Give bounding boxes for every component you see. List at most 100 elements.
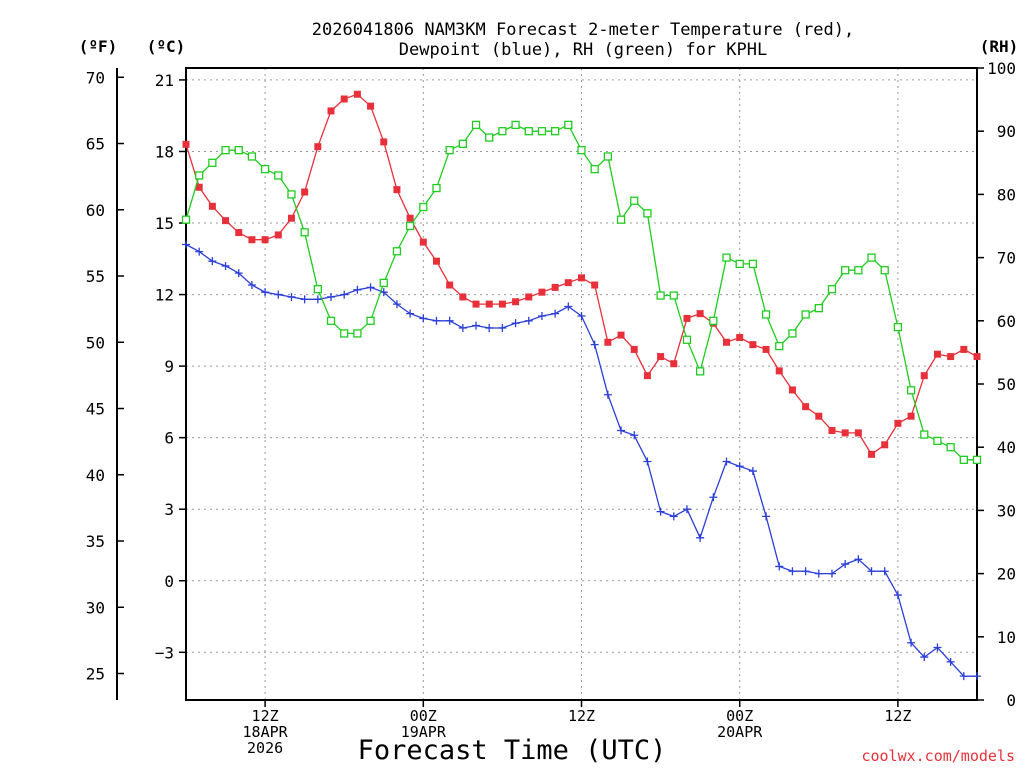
2-meter-temperature-point (670, 360, 678, 368)
dewpoint-point (524, 316, 533, 325)
dewpoint-point (287, 292, 296, 301)
rh-point (313, 285, 322, 294)
2-meter-temperature-point (380, 138, 388, 146)
rh-point (867, 253, 876, 262)
2-meter-temperature-point (947, 353, 955, 361)
rh-point (300, 228, 309, 237)
2-meter-temperature-point (683, 314, 691, 322)
rh-point (234, 146, 243, 155)
dewpoint-point (920, 653, 929, 662)
2-meter-temperature-point (630, 345, 638, 353)
rh-tick-label: 40 (997, 438, 1016, 457)
2-meter-temperature-point (762, 345, 770, 353)
axes-layer (116, 67, 984, 707)
2-meter-temperature-point (195, 183, 203, 191)
dewpoint-point (762, 512, 771, 521)
rh-point (340, 329, 349, 338)
2-meter-temperature-point (788, 386, 796, 394)
dewpoint-point (247, 281, 256, 290)
dewpoint-point (221, 261, 230, 270)
celsius-tick-label: 9 (164, 357, 174, 376)
2-meter-temperature-point (512, 298, 520, 306)
celsius-tick-label: 15 (155, 214, 174, 233)
x-tick-label: 19APR (401, 723, 447, 741)
fahrenheit-tick-label: 25 (86, 665, 105, 684)
dewpoint-point (893, 591, 902, 600)
2-meter-temperature-point (419, 238, 427, 246)
rh-line (185, 123, 977, 461)
x-tick-label: 18APR (243, 723, 289, 741)
2-meter-temperature-point (736, 333, 744, 341)
rh-point (524, 127, 533, 136)
fahrenheit-tick-label: 30 (86, 598, 105, 617)
x-tick-label: 00Z (726, 707, 753, 725)
dewpoint-point (234, 269, 243, 278)
2-meter-temperature-point (907, 412, 915, 420)
2-meter-temperature-point (222, 217, 230, 225)
dewpoint-point (709, 493, 718, 502)
dewpoint-point (300, 295, 309, 304)
rh-point (841, 266, 850, 275)
rh-point (274, 171, 283, 180)
rh-point (827, 285, 837, 294)
2-meter-temperature-point (841, 429, 849, 437)
rh-point (669, 291, 678, 300)
x-tick-label: 2026 (247, 739, 283, 757)
2-meter-temperature-point (498, 300, 506, 308)
2-meter-temperature-point (868, 450, 876, 458)
rh-point (511, 120, 520, 130)
dewpoint-point (340, 290, 349, 299)
dewpoint-point (946, 657, 955, 666)
rh-point (761, 310, 771, 319)
2-meter-temperature-point (854, 429, 862, 437)
2-meter-temperature-point (367, 102, 375, 110)
dewpoint-point (643, 457, 652, 466)
dewpoint-point (577, 312, 586, 321)
dewpoint-point (498, 323, 507, 332)
fahrenheit-tick-label: 55 (86, 267, 105, 286)
rh-unit-label: (RH) (980, 37, 1019, 56)
fahrenheit-tick-label: 35 (86, 532, 105, 551)
fahrenheit-unit-label: (ºF) (79, 37, 118, 56)
dewpoint-point (313, 295, 322, 304)
rh-point (405, 221, 415, 231)
dewpoint-point (814, 569, 823, 578)
rh-point (696, 367, 705, 376)
dewpoint-point (788, 567, 797, 576)
rh-point (735, 259, 744, 269)
2-meter-temperature-point (485, 300, 493, 308)
dewpoint-point (551, 309, 560, 318)
2-meter-temperature-point (208, 202, 216, 210)
rh-tick-label: 60 (997, 312, 1016, 331)
2-meter-temperature-point (301, 188, 309, 196)
rh-point (366, 316, 375, 325)
rh-point (432, 183, 441, 193)
2-meter-temperature-point (353, 90, 361, 98)
2-meter-temperature-point (815, 412, 823, 420)
dewpoint-point (419, 314, 428, 323)
rh-point (564, 120, 573, 130)
x-tick-label: 12Z (884, 707, 911, 725)
2-meter-temperature-point (723, 338, 731, 346)
dewpoint-point (841, 560, 850, 569)
dewpoint-point (603, 390, 612, 399)
rh-tick-label: 10 (997, 628, 1016, 647)
x-tick-label: 20APR (717, 723, 763, 741)
2-meter-temperature-point (775, 367, 783, 375)
rh-point (933, 436, 942, 446)
rh-point (709, 316, 718, 325)
rh-point (748, 259, 758, 269)
x-tick-label: 12Z (568, 707, 595, 725)
x-axis-label: Forecast Time (UTC) (358, 735, 667, 766)
dewpoint-point (682, 505, 691, 514)
rh-tick-label: 70 (997, 249, 1016, 268)
dewpoint-point (472, 321, 481, 330)
dewpoint-point (959, 672, 968, 681)
celsius-tick-label: 21 (155, 71, 174, 90)
2-meter-temperature-point (933, 350, 941, 358)
dewpoint-point (458, 323, 467, 332)
grid-layer (186, 68, 977, 700)
chart-title-line-2: Dewpoint (blue), RH (green) for KPHL (399, 40, 767, 60)
rh-point (880, 266, 889, 275)
rh-point (550, 127, 560, 136)
